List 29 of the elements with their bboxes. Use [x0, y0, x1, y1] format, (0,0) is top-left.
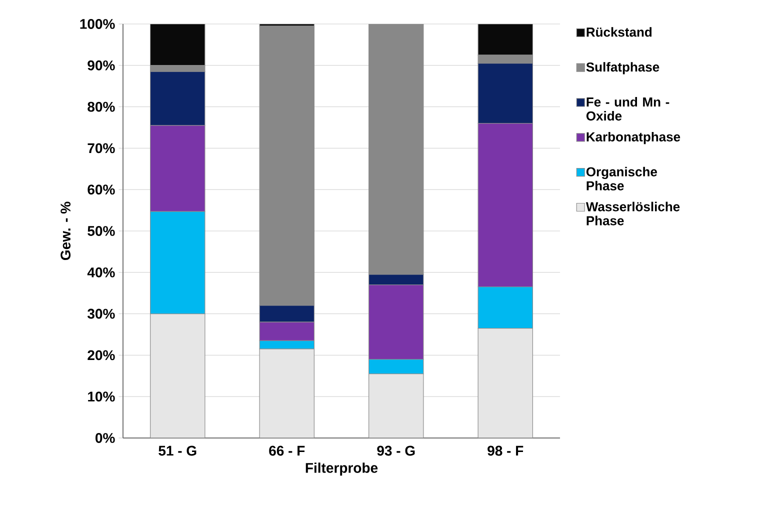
x-tick-label: 66 - F — [269, 446, 305, 456]
y-tick-label: 30% — [87, 308, 115, 319]
x-tick-label: 93 - G — [377, 446, 415, 456]
x-tick-label: 51 - G — [158, 446, 196, 456]
bar — [259, 348, 314, 438]
y-tick-label: 60% — [88, 184, 115, 195]
x-axis-title: Filterprobe — [306, 462, 378, 476]
x-tick-label: 98 - F — [488, 446, 524, 456]
bar — [368, 374, 424, 438]
legend-label: Organische Phase — [586, 166, 657, 190]
bar — [150, 24, 206, 66]
y-tick-label: 80% — [88, 102, 115, 112]
y-tick-label: 50% — [88, 226, 115, 236]
legend-label: Rückstand — [586, 27, 652, 37]
y-tick-label: 10% — [88, 392, 115, 402]
legend-label: Karbonatphase — [586, 132, 680, 144]
y-tick-label: 40% — [87, 267, 115, 278]
legend-label: Sulfatphase — [586, 62, 660, 74]
y-axis-title: Gew. - % — [60, 202, 71, 260]
y-tick-label: 0% — [96, 433, 115, 443]
legend-label: Fe - und Mn - Oxide — [586, 97, 670, 121]
y-tick-label: 70% — [88, 143, 115, 154]
y-tick-label: 100% — [80, 19, 115, 29]
bar — [478, 24, 533, 56]
legend-label: Wasserlösliche Phase — [586, 202, 680, 226]
y-tick-label: 20% — [88, 350, 115, 360]
bar — [478, 328, 533, 438]
bar — [150, 313, 206, 438]
y-tick-label: 90% — [88, 60, 115, 70]
